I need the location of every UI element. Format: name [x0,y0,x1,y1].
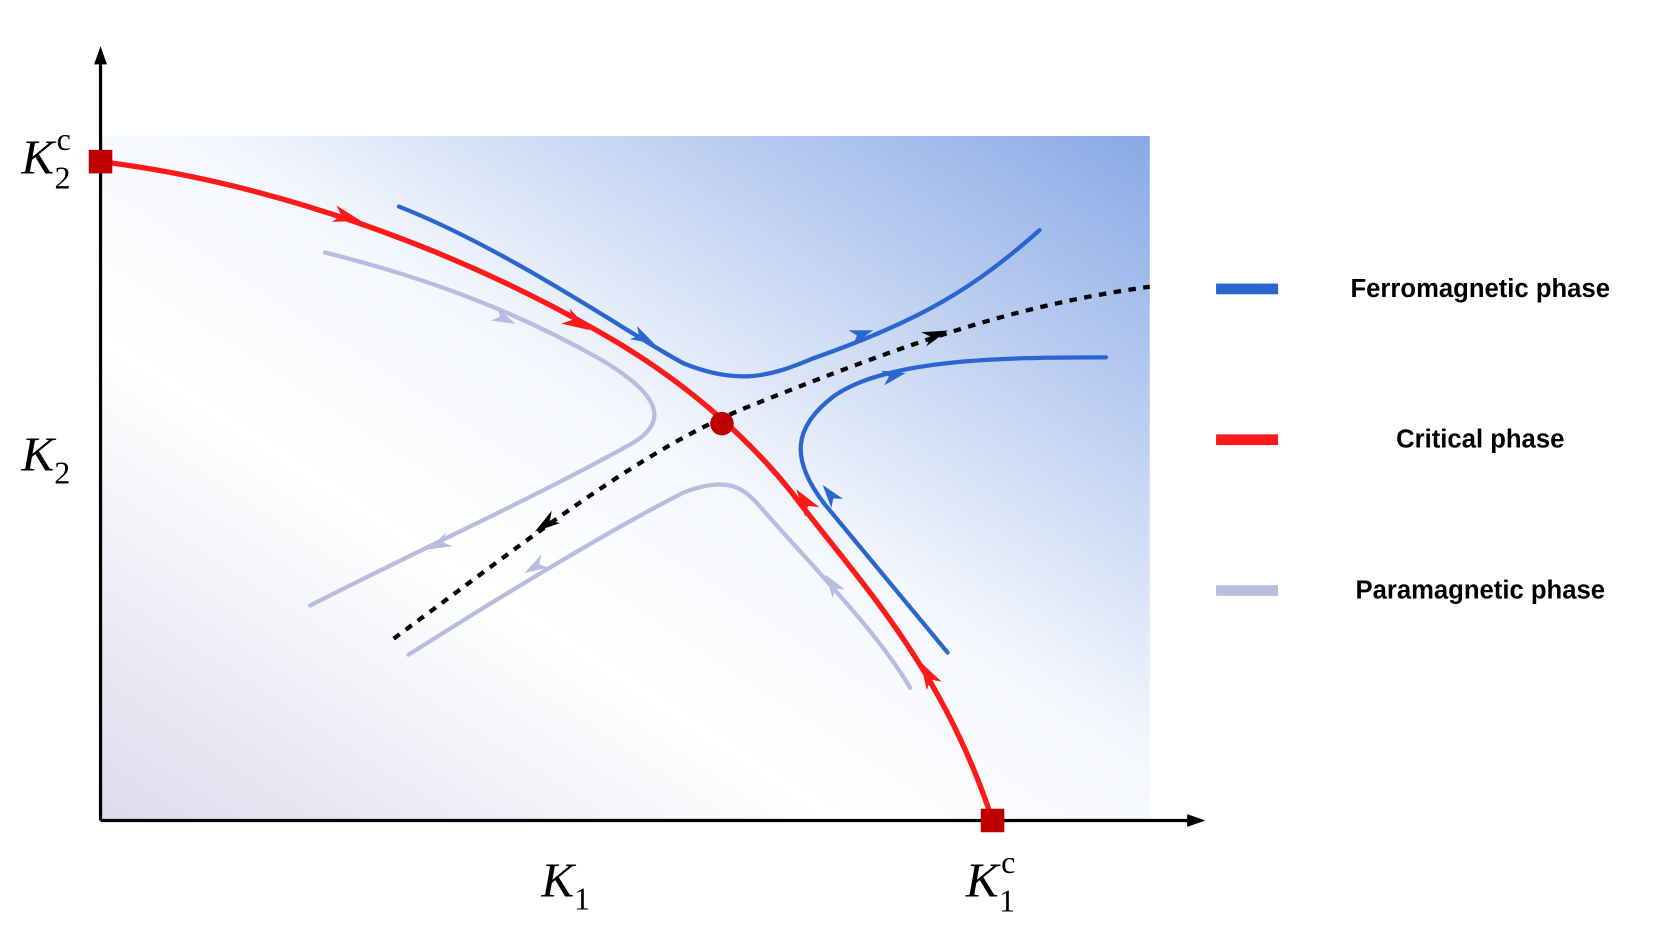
phase-background [100,135,1150,821]
label-sup: c [57,121,71,157]
fixed-point-k2c [88,149,113,174]
label-base: K [20,427,56,482]
arrowheads [331,205,948,691]
dotted-flow [392,284,1151,641]
legend-swatch [1216,283,1279,295]
y-label: K2c [20,121,71,196]
fixed-point-k1c [980,808,1005,833]
legend-label: Ferromagnetic phase [1350,275,1610,303]
critical-flow [97,158,996,824]
label-sup: c [1001,844,1015,880]
legend-swatch [1216,585,1279,596]
legend: Ferromagnetic phase Critical phase Paramag… [1216,275,1610,604]
paramagnetic-flow [406,482,913,690]
flow-lines [97,158,1151,824]
ferromagnetic-flow [798,355,1109,655]
label-sub: 2 [54,455,70,491]
legend-label: Critical phase [1396,426,1564,454]
legend-swatch [1216,434,1279,446]
y-label: K2 [20,427,70,491]
x-axis-arrow [1187,814,1206,827]
x-label: K1 [540,852,590,916]
ferromagnetic-flow [396,204,1042,379]
label-base: K [965,852,1001,907]
x-label: K1c [965,844,1016,919]
label-sub: 1 [574,880,590,916]
critical-fixed-point [710,411,734,436]
label-base: K [540,852,576,907]
y-axis-arrow [94,46,107,65]
label-sub: 2 [55,159,71,195]
label-sub: 1 [999,882,1015,918]
legend-label: Paramagnetic phase [1355,576,1605,604]
label-base: K [20,129,56,184]
paramagnetic-flow [308,250,657,608]
axes [98,58,1193,823]
